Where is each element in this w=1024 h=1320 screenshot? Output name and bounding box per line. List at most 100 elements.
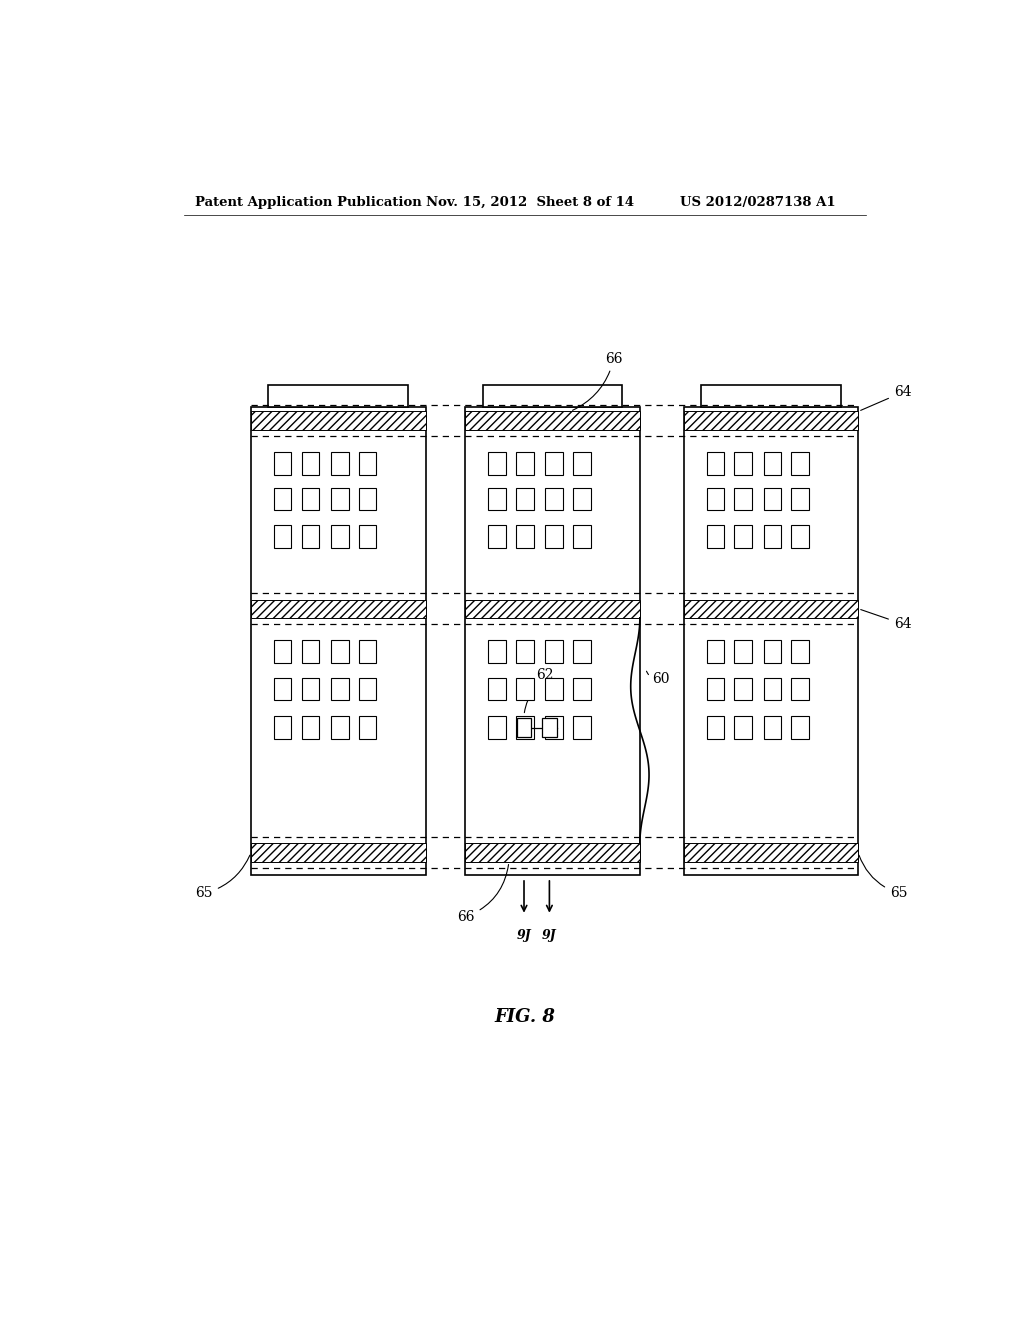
Bar	[302, 453, 319, 474]
Bar	[465, 599, 640, 618]
Text: 60: 60	[652, 672, 670, 686]
Text: 66: 66	[572, 351, 623, 411]
Bar	[734, 487, 752, 510]
Bar	[488, 677, 506, 700]
Bar	[251, 412, 426, 430]
Bar	[546, 677, 563, 700]
Bar	[488, 525, 506, 548]
Bar	[546, 487, 563, 510]
Bar	[734, 525, 752, 548]
Text: 62: 62	[536, 668, 553, 682]
Bar	[516, 487, 534, 510]
Bar	[684, 412, 858, 430]
Bar	[359, 640, 377, 663]
Bar	[573, 453, 591, 474]
Bar	[465, 408, 640, 875]
Bar	[302, 487, 319, 510]
Bar	[573, 525, 591, 548]
Bar	[764, 717, 781, 739]
Bar	[516, 717, 534, 739]
Bar	[274, 487, 292, 510]
Bar	[302, 717, 319, 739]
Bar	[701, 385, 841, 408]
Bar	[734, 453, 752, 474]
Bar	[488, 487, 506, 510]
Bar	[546, 640, 563, 663]
Bar	[684, 599, 858, 618]
Bar	[516, 677, 534, 700]
Bar	[274, 453, 292, 474]
Bar	[792, 717, 809, 739]
Bar	[274, 677, 292, 700]
Bar	[516, 640, 534, 663]
Bar	[359, 525, 377, 548]
Bar	[546, 453, 563, 474]
Text: FIG. 8: FIG. 8	[495, 1008, 555, 1026]
Bar	[707, 677, 724, 700]
Text: 66: 66	[458, 865, 509, 924]
Bar	[268, 385, 409, 408]
Bar	[707, 717, 724, 739]
Bar	[465, 412, 640, 430]
Bar	[251, 843, 426, 862]
Bar	[331, 525, 348, 548]
Bar	[573, 717, 591, 739]
Bar	[517, 718, 531, 737]
Bar	[764, 525, 781, 548]
Bar	[465, 843, 640, 862]
Bar	[707, 640, 724, 663]
Bar	[764, 640, 781, 663]
Bar	[359, 677, 377, 700]
Bar	[302, 677, 319, 700]
Bar	[707, 525, 724, 548]
Bar	[331, 487, 348, 510]
Bar	[734, 640, 752, 663]
Bar	[543, 718, 557, 737]
Text: US 2012/0287138 A1: US 2012/0287138 A1	[680, 195, 836, 209]
Bar	[573, 487, 591, 510]
Text: 64: 64	[861, 610, 911, 631]
Bar	[573, 677, 591, 700]
Bar	[764, 453, 781, 474]
Bar	[274, 640, 292, 663]
Bar	[359, 453, 377, 474]
Text: Nov. 15, 2012  Sheet 8 of 14: Nov. 15, 2012 Sheet 8 of 14	[426, 195, 634, 209]
Text: Patent Application Publication: Patent Application Publication	[196, 195, 422, 209]
Bar	[302, 525, 319, 548]
Bar	[792, 525, 809, 548]
Bar	[251, 599, 426, 618]
Bar	[792, 453, 809, 474]
Bar	[482, 385, 623, 408]
Bar	[359, 487, 377, 510]
Bar	[251, 408, 426, 875]
Bar	[792, 487, 809, 510]
Bar	[331, 640, 348, 663]
Text: 9J: 9J	[542, 929, 557, 942]
Bar	[684, 408, 858, 875]
Bar	[764, 487, 781, 510]
Bar	[488, 640, 506, 663]
Bar	[331, 453, 348, 474]
Bar	[488, 453, 506, 474]
Text: 65: 65	[196, 855, 250, 900]
Bar	[546, 525, 563, 548]
Bar	[302, 640, 319, 663]
Text: 9J: 9J	[517, 929, 531, 942]
Bar	[707, 487, 724, 510]
Bar	[359, 717, 377, 739]
Bar	[573, 640, 591, 663]
Bar	[707, 453, 724, 474]
Bar	[734, 677, 752, 700]
Bar	[488, 717, 506, 739]
Bar	[734, 717, 752, 739]
Bar	[792, 677, 809, 700]
Bar	[764, 677, 781, 700]
Bar	[274, 525, 292, 548]
Bar	[331, 677, 348, 700]
Text: 64: 64	[860, 385, 911, 411]
Bar	[331, 717, 348, 739]
Bar	[546, 717, 563, 739]
Bar	[274, 717, 292, 739]
Text: 65: 65	[859, 855, 907, 900]
Bar	[516, 525, 534, 548]
